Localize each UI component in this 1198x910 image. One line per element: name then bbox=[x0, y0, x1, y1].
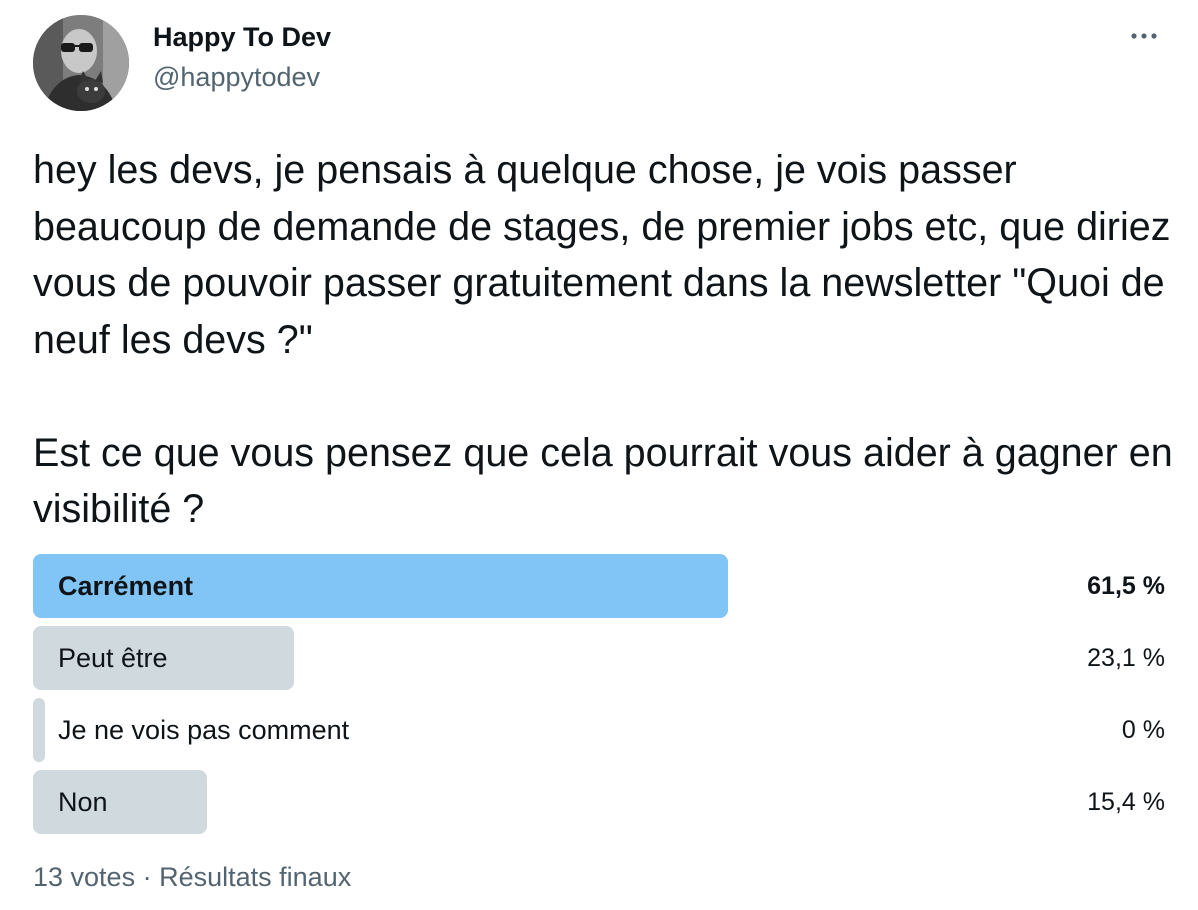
poll-option-je-ne-vois-pas-comment: Je ne vois pas comment 0 % bbox=[33, 698, 1165, 762]
poll-option-label: Non bbox=[58, 787, 108, 817]
poll-vote-count: 13 votes bbox=[33, 862, 136, 892]
tweet-text: hey les devs, je pensais à quelque chose… bbox=[33, 148, 1173, 531]
poll-option-percent: 0 % bbox=[1121, 716, 1165, 744]
poll-footer-separator: · bbox=[142, 862, 152, 892]
poll-status: Résultats finaux bbox=[159, 862, 352, 892]
author-handle[interactable]: @happytodev bbox=[153, 62, 321, 92]
poll-option-label: Je ne vois pas comment bbox=[58, 715, 350, 745]
poll-option-label: Carrément bbox=[58, 571, 194, 601]
poll-option-percent: 23,1 % bbox=[1087, 644, 1165, 672]
avatar[interactable] bbox=[33, 15, 129, 111]
poll-option-percent: 61,5 % bbox=[1087, 572, 1165, 600]
poll-option-carrement: Carrément 61,5 % bbox=[33, 554, 1165, 618]
more-horizontal-icon[interactable] bbox=[1124, 22, 1164, 50]
author-display-name[interactable]: Happy To Dev bbox=[153, 22, 332, 52]
poll-option-label: Peut être bbox=[58, 643, 168, 673]
poll-option-non: Non 15,4 % bbox=[33, 770, 1165, 834]
poll-option-peut-etre: Peut être 23,1 % bbox=[33, 626, 1165, 690]
poll-result-bar bbox=[33, 770, 208, 834]
poll-result-bar bbox=[33, 698, 45, 762]
poll-footer: 13 votes · Résultats finaux bbox=[33, 862, 351, 893]
poll-result-bar bbox=[33, 626, 295, 690]
poll-result-bar bbox=[33, 554, 728, 618]
poll-option-percent: 15,4 % bbox=[1087, 788, 1165, 816]
